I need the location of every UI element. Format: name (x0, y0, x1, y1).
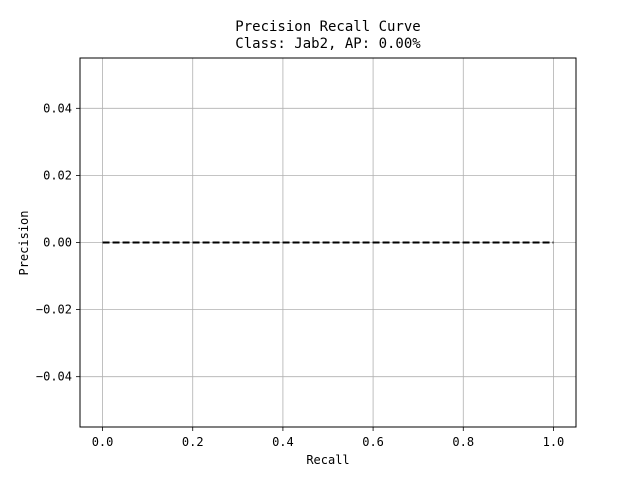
y-tick-label: 0.02 (43, 168, 72, 182)
y-tick-label: 0.04 (43, 101, 72, 115)
y-tick-label: 0.00 (43, 236, 72, 250)
plot-frame (79, 57, 577, 428)
x-tick-label: 0.2 (182, 435, 204, 449)
x-tick-label: 1.0 (543, 435, 565, 449)
x-tick-label: 0.8 (452, 435, 474, 449)
y-tick-label: −0.04 (36, 370, 72, 384)
x-tick-label: 0.6 (362, 435, 384, 449)
chart-title: Precision Recall Curve (235, 19, 420, 35)
chart-subtitle: Class: Jab2, AP: 0.00% (235, 36, 421, 52)
x-axis-label: Recall (306, 453, 349, 467)
y-axis-label: Precision (17, 210, 31, 275)
x-tick-label: 0.4 (272, 435, 294, 449)
axis-ticks: 0.0 0.2 0.4 0.6 0.8 1.0 −0.04 −0.02 0.00 0.02 0.04 (36, 101, 564, 449)
y-tick-label: −0.02 (36, 303, 72, 317)
x-tick-label: 0.0 (92, 435, 114, 449)
